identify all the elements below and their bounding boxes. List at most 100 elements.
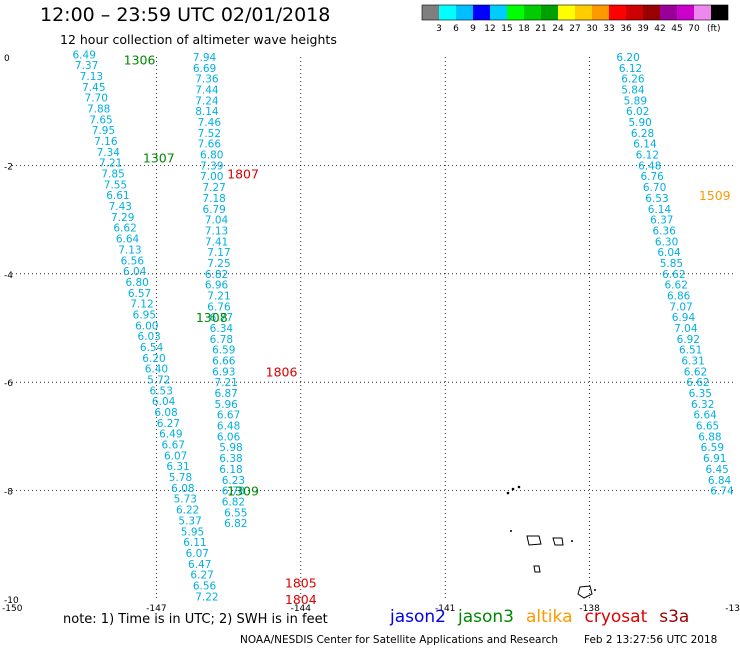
wave-height-value: 6.31 (166, 461, 189, 473)
island-dot (511, 487, 515, 491)
wave-height-value: 5.84 (621, 85, 645, 97)
wave-height-value: 6.80 (200, 150, 223, 162)
wave-height-value: 6.49 (73, 49, 96, 61)
colorbar-label: 9 (470, 24, 476, 34)
wave-height-value: 6.62 (686, 377, 709, 389)
wave-height-value: 5.78 (169, 472, 192, 484)
wave-height-value: 6.03 (137, 331, 160, 343)
legend-s3a: s3a (659, 607, 690, 627)
y-tick-label: 0 (4, 54, 10, 64)
wave-height-value: 7.16 (94, 136, 118, 148)
wave-height-value: 6.94 (672, 312, 696, 324)
wave-height-value: 6.04 (657, 247, 681, 259)
wave-height-value: 7.70 (85, 93, 108, 105)
colorbar-label: 70 (688, 24, 700, 34)
wave-height-value: 6.82 (222, 496, 245, 508)
wave-height-value: 6.62 (684, 366, 707, 378)
wave-height-value: 7.04 (674, 323, 698, 335)
wave-height-value: 5.73 (174, 494, 197, 506)
pass-time-label: 1806 (266, 364, 298, 379)
wave-height-value: 7.25 (207, 258, 230, 270)
wave-height-value: 5.72 (147, 374, 170, 386)
wave-height-value: 7.43 (109, 201, 132, 213)
pass-time-label: 150 (739, 378, 740, 393)
wave-height-value: 6.30 (655, 236, 678, 248)
wave-height-value: 6.12 (636, 150, 659, 162)
pass-time-label: 1309 (227, 484, 259, 499)
wave-height-value: 6.14 (633, 139, 657, 151)
wave-height-value: 7.46 (198, 117, 222, 129)
wave-height-value: 5.95 (181, 526, 204, 538)
footer-timestamp: Feb 2 13:27:56 UTC 2018 (584, 634, 718, 646)
island-dot (571, 540, 573, 542)
wave-height-value: 7.24 (195, 95, 219, 107)
wave-height-value: 7.18 (202, 193, 225, 205)
wave-height-value: 7.27 (202, 182, 225, 194)
wave-height-value: 7.44 (195, 85, 219, 97)
colorbar-swatch (422, 5, 439, 20)
wave-height-value: 6.91 (703, 453, 726, 465)
wave-height-value: 7.65 (89, 114, 112, 126)
wave-height-value: 6.27 (190, 570, 213, 582)
wave-height-value: 6.06 (217, 431, 241, 443)
colorbar-swatch (660, 5, 677, 20)
wave-height-value: 6.53 (645, 193, 668, 205)
wave-height-value: 6.00 (135, 320, 158, 332)
wave-height-value: 6.27 (157, 418, 180, 430)
wave-height-value: 7.95 (92, 125, 115, 137)
legend-altika: altika (526, 607, 573, 627)
colorbar-border (421, 4, 729, 21)
island-dot (510, 530, 512, 532)
wave-height-value: 8.14 (195, 106, 219, 118)
wave-height-value: 7.52 (198, 128, 221, 140)
pass-time-label: 1307 (143, 150, 175, 165)
wave-height-value: 6.78 (222, 486, 245, 498)
coastline-islands (506, 485, 596, 599)
colorbar-swatch (456, 5, 473, 20)
wave-height-value: 6.12 (619, 63, 642, 75)
wave-height-value: 6.11 (183, 537, 206, 549)
wave-height-values: 6.497.377.137.457.707.887.657.957.167.34… (73, 49, 734, 603)
colorbar-swatch (609, 5, 626, 20)
wave-height-value: 6.84 (708, 475, 732, 487)
wave-height-value: 6.48 (638, 160, 661, 172)
y-tick-label: -6 (4, 379, 13, 389)
wave-height-value: 5.90 (628, 117, 651, 129)
pass-time-label: 1805 (285, 576, 317, 591)
wave-height-value: 6.70 (643, 182, 666, 194)
island-shape (577, 585, 593, 599)
wave-height-value: 7.55 (104, 179, 127, 191)
x-tick-label: -150 (2, 604, 23, 614)
satellite-legend: jason2 jason3 altika cryosat s3a (390, 607, 701, 627)
wave-height-value: 7.36 (195, 74, 219, 86)
island-dot (594, 589, 596, 591)
wave-height-value: 6.48 (217, 421, 240, 433)
wave-height-value: 6.20 (616, 52, 639, 64)
wave-height-value: 6.59 (212, 345, 235, 357)
wave-height-value: 6.86 (667, 290, 691, 302)
footer-credit: NOAA/NESDIS Center for Satellite Applica… (240, 634, 558, 646)
colorbar-label: 18 (518, 24, 530, 34)
wave-height-value: 6.56 (193, 580, 217, 592)
colorbar-label: 12 (484, 24, 495, 34)
legend-jason2: jason2 (390, 607, 446, 627)
island-dot (517, 485, 521, 489)
wave-height-value: 6.37 (650, 215, 673, 227)
wave-height-value: 6.67 (162, 440, 185, 452)
colorbar-label: 6 (453, 24, 459, 34)
wave-height-value: 6.26 (621, 74, 645, 86)
footer-note: note: 1) Time is in UTC; 2) SWH is in fe… (63, 612, 328, 627)
wave-height-value: 6.28 (631, 128, 654, 140)
wave-height-value: 7.04 (205, 215, 229, 227)
wave-height-value: 6.82 (205, 269, 228, 281)
colorbar-label: 42 (654, 24, 665, 34)
colorbar-label: 45 (671, 24, 682, 34)
colorbar-label: 36 (620, 24, 632, 34)
pass-time-label: 1804 (285, 592, 317, 607)
island-dot (506, 491, 510, 495)
colorbar-unit: (ft) (707, 24, 721, 34)
wave-height-value: 6.45 (705, 464, 728, 476)
colorbar-swatch (439, 5, 456, 20)
colorbar-swatch (524, 5, 541, 20)
